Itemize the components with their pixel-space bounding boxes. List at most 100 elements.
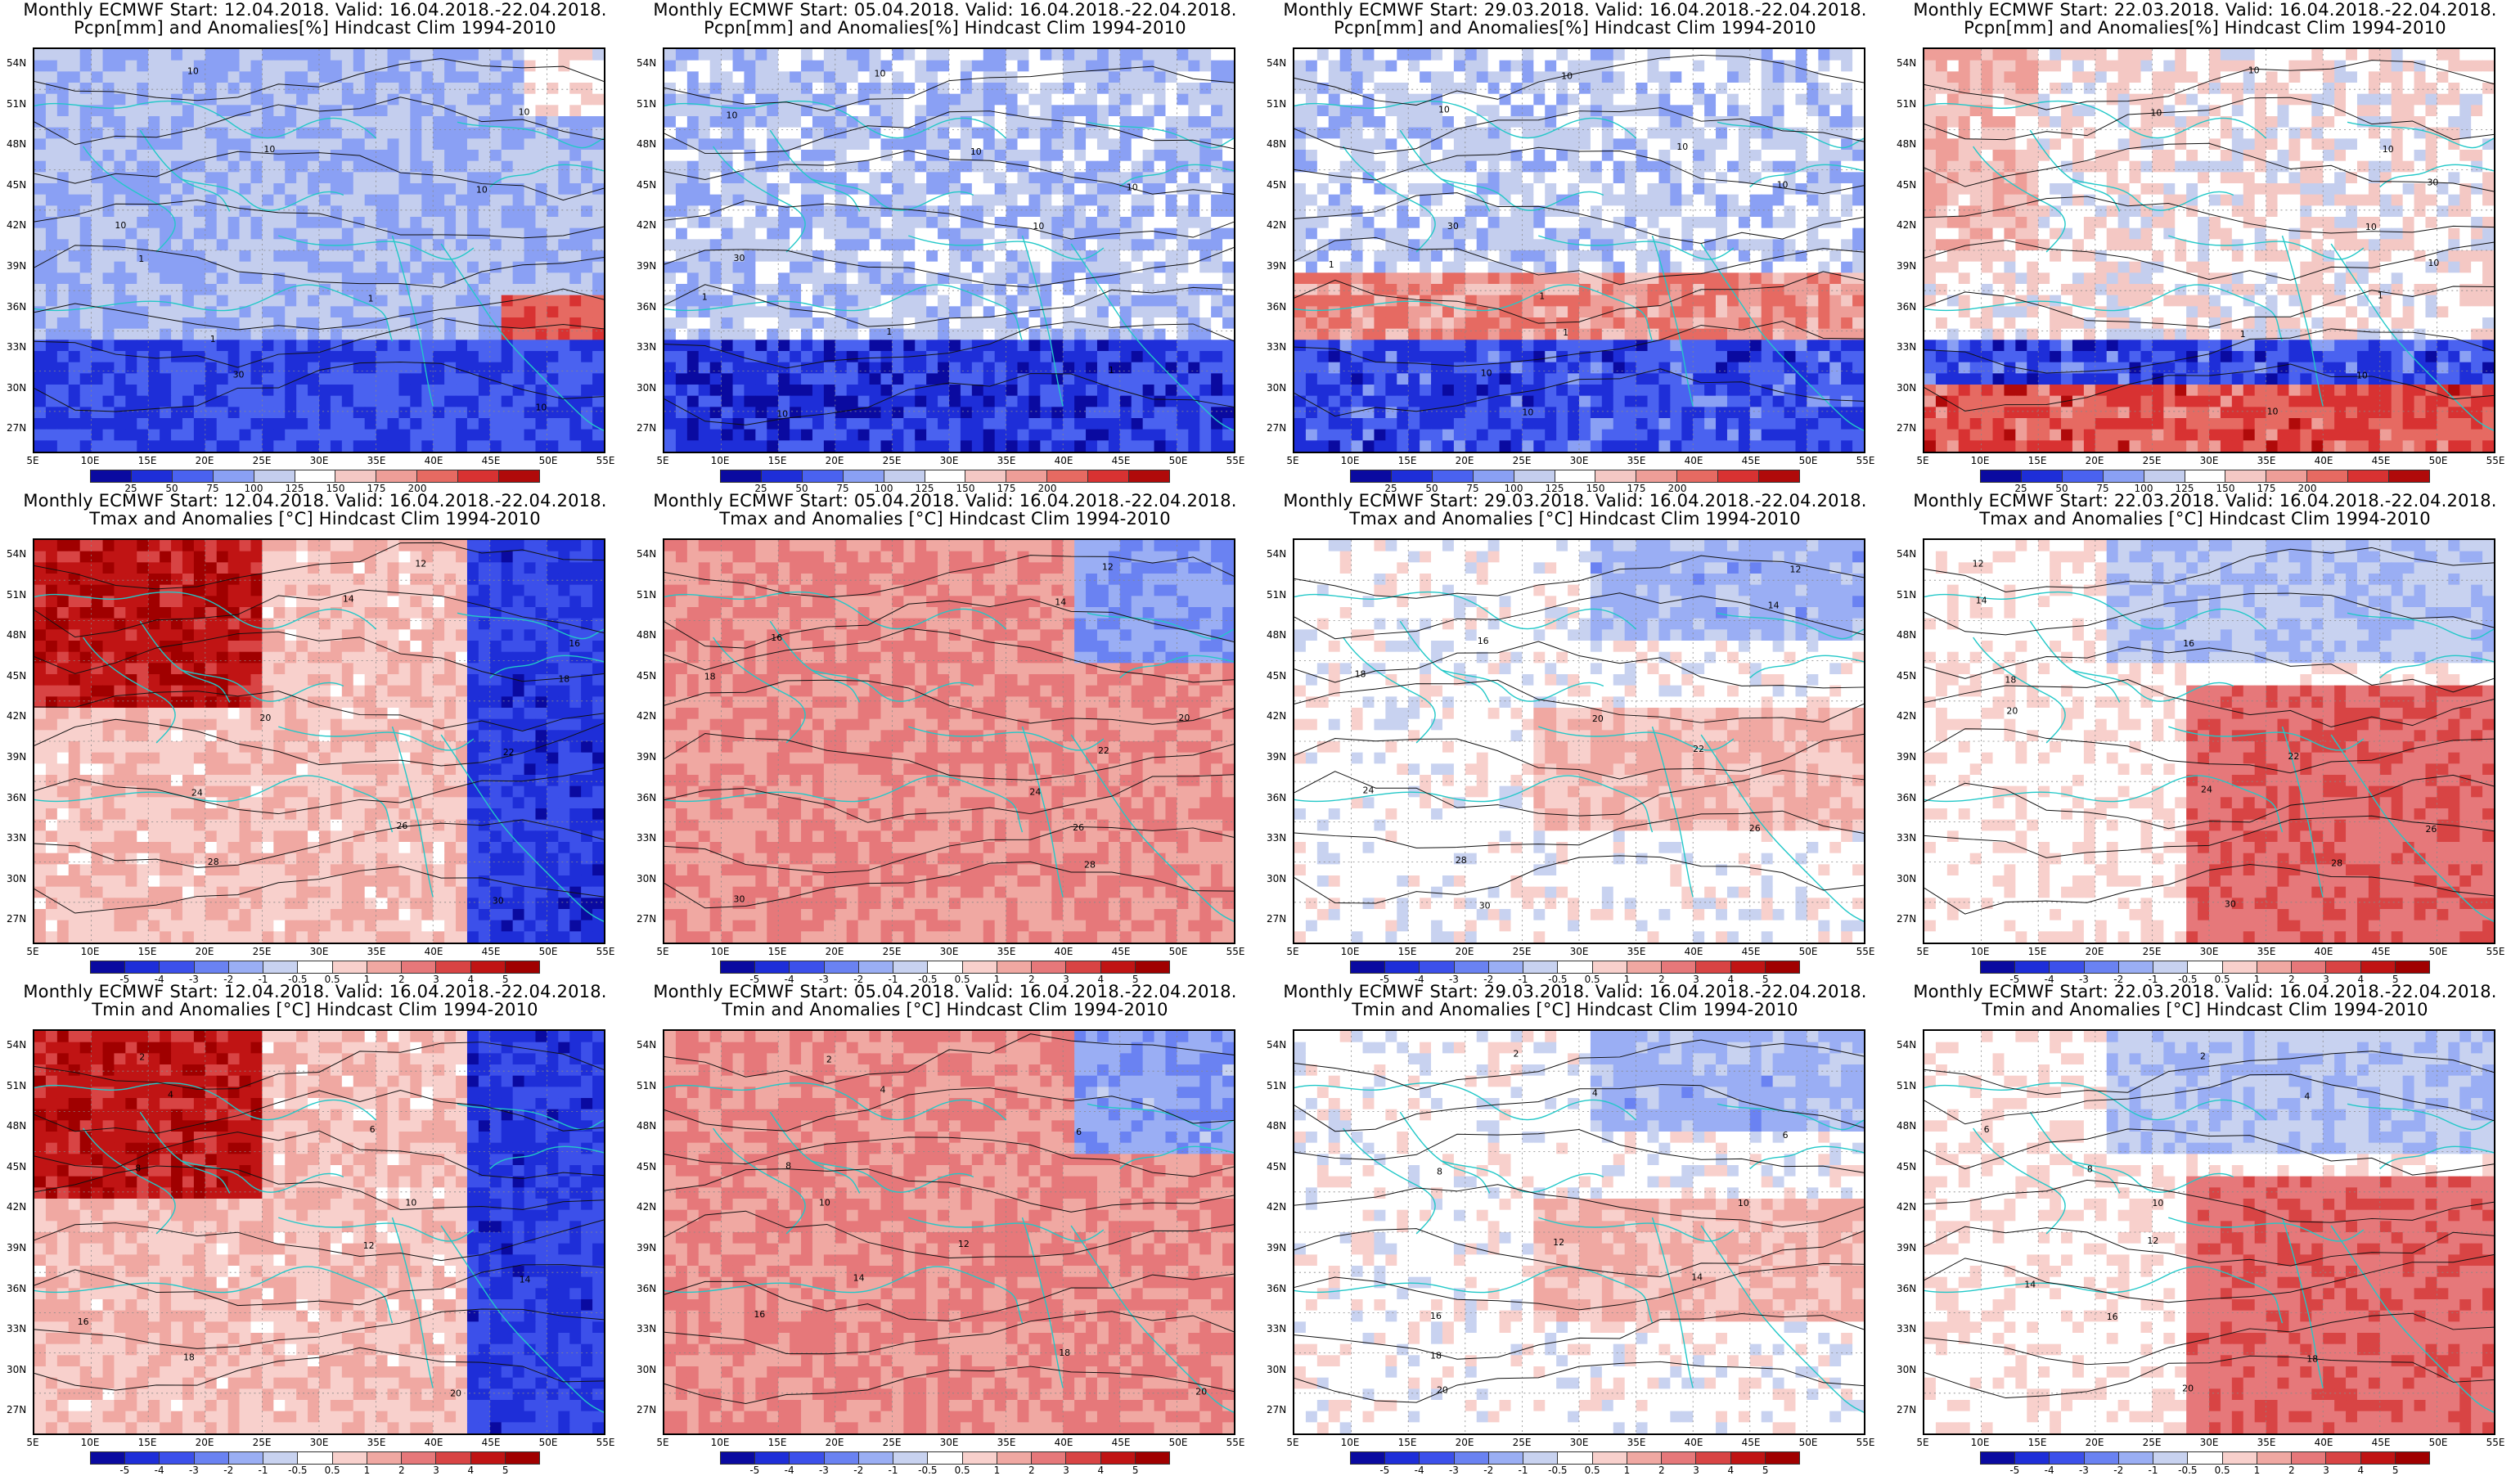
contour-label: 10 — [115, 220, 126, 231]
latitude-label: 45N — [1267, 179, 1286, 191]
map-panel: Monthly ECMWF Start: 29.03.2018. Valid: … — [1260, 0, 1890, 491]
panel-title-line2: Tmin and Anomalies [°C] Hindcast Clim 19… — [630, 1000, 1260, 1019]
colorbar-segment — [1759, 470, 1800, 483]
colorbar — [1350, 470, 1800, 481]
contour-label: 10 — [2248, 65, 2260, 76]
longitude-label: 25E — [883, 946, 902, 957]
colorbar-segment — [1392, 470, 1433, 483]
longitude-label: 35E — [2257, 1437, 2276, 1448]
latitude-label: 33N — [7, 341, 26, 353]
contour-label: 10 — [875, 69, 886, 79]
longitude-label: 15E — [1398, 455, 1417, 466]
colorbar-segment — [928, 1451, 962, 1465]
longitude-label: 10E — [711, 946, 730, 957]
colorbar-tick-label: -1 — [2149, 1465, 2158, 1476]
latitude-label: 51N — [637, 98, 656, 110]
contour-label: 1 — [138, 254, 144, 264]
colorbar-tick-label: 0.5 — [2215, 1465, 2230, 1476]
contour-label: 16 — [569, 638, 580, 649]
longitude-label: 45E — [482, 946, 501, 957]
colorbar-segment — [1595, 470, 1636, 483]
longitude-label: 15E — [2028, 946, 2047, 957]
colorbar-segment — [298, 961, 332, 974]
colorbar — [90, 1451, 540, 1463]
panel-title-line1: Monthly ECMWF Start: 12.04.2018. Valid: … — [0, 491, 630, 511]
latitude-label: 30N — [1897, 1364, 1916, 1375]
colorbar-segment — [965, 470, 1006, 483]
panel-title-line2: Tmax and Anomalies [°C] Hindcast Clim 19… — [1260, 509, 1890, 529]
colorbar-segment — [1047, 470, 1088, 483]
colorbar-segment — [263, 961, 298, 974]
colorbar-segment — [884, 470, 925, 483]
latitude-label: 27N — [1897, 422, 1916, 434]
latitude-label: 51N — [637, 589, 656, 601]
longitude-label: 15E — [2028, 455, 2047, 466]
latitude-label: 33N — [7, 1323, 26, 1334]
panel-title-line2: Tmin and Anomalies [°C] Hindcast Clim 19… — [1890, 1000, 2520, 1019]
longitude-label: 25E — [253, 946, 272, 957]
contour-label: 26 — [396, 821, 407, 831]
latitude-label: 30N — [1267, 382, 1286, 394]
contour-label: 14 — [520, 1275, 531, 1285]
contour-label: 1 — [210, 334, 216, 344]
contour-label: 2 — [2200, 1051, 2206, 1062]
longitude-label: 25E — [2143, 1437, 2162, 1448]
colorbar-tick-label: -0.5 — [1548, 1465, 1567, 1476]
latitude-label: 42N — [637, 710, 656, 722]
panel-title-line1: Monthly ECMWF Start: 05.04.2018. Valid: … — [630, 491, 1260, 511]
latitude-label: 39N — [7, 260, 26, 272]
contour-label: 10 — [1438, 104, 1450, 115]
longitude-label: 30E — [2200, 946, 2219, 957]
colorbar-tick-label: 1 — [364, 1465, 371, 1476]
colorbar — [1350, 961, 1800, 972]
latitude-label: 54N — [1897, 57, 1916, 69]
latitude-label: 54N — [7, 1039, 26, 1051]
colorbar-segment — [1129, 470, 1170, 483]
latitude-label: 36N — [7, 1283, 26, 1294]
latitude-label: 27N — [7, 422, 26, 434]
colorbar-segment — [2144, 470, 2185, 483]
latitude-label: 48N — [1267, 1120, 1286, 1132]
contour-label: 10 — [1561, 71, 1573, 82]
colorbar-segment — [755, 1451, 790, 1465]
longitude-label: 45E — [1112, 455, 1131, 466]
colorbar-tick-label: 5 — [1132, 1465, 1139, 1476]
longitude-label: 5E — [1286, 1437, 1298, 1448]
longitude-label: 15E — [768, 455, 787, 466]
colorbar-segment — [2153, 961, 2188, 974]
colorbar — [1980, 961, 2430, 972]
colorbar-segment — [893, 1451, 928, 1465]
contour-label: 10 — [535, 402, 547, 412]
longitude-label: 25E — [1513, 946, 1532, 957]
longitude-label: 10E — [711, 1437, 730, 1448]
colorbar-segment — [1627, 1451, 1662, 1465]
contour-label: 10 — [819, 1197, 830, 1208]
longitude-label: 25E — [253, 1437, 272, 1448]
colorbar-segment — [2396, 1451, 2430, 1465]
latitude-label: 45N — [637, 179, 656, 191]
map-panel: Monthly ECMWF Start: 29.03.2018. Valid: … — [1260, 982, 1890, 1473]
contour-label: 12 — [1102, 562, 1114, 573]
latitude-label: 30N — [1897, 382, 1916, 394]
longitude-label: 10E — [81, 455, 100, 466]
colorbar-segment — [2050, 1451, 2084, 1465]
contour-label: 12 — [1790, 565, 1802, 575]
longitude-label: 20E — [196, 455, 214, 466]
colorbar-tick-label: -4 — [2045, 1465, 2054, 1476]
panel-title-line1: Monthly ECMWF Start: 22.03.2018. Valid: … — [1890, 982, 2520, 1001]
contour-label: 18 — [183, 1352, 195, 1363]
latitude-label: 48N — [7, 138, 26, 150]
colorbar-segment — [160, 961, 194, 974]
colorbar-segment — [298, 1451, 332, 1465]
longitude-label: 5E — [656, 455, 668, 466]
longitude-label: 40E — [425, 455, 443, 466]
colorbar-segment — [1489, 1451, 1523, 1465]
colorbar-segment — [2225, 470, 2266, 483]
contour-label: 10 — [2267, 406, 2279, 416]
contour-label: 10 — [1033, 221, 1044, 232]
colorbar-segment — [1593, 1451, 1627, 1465]
